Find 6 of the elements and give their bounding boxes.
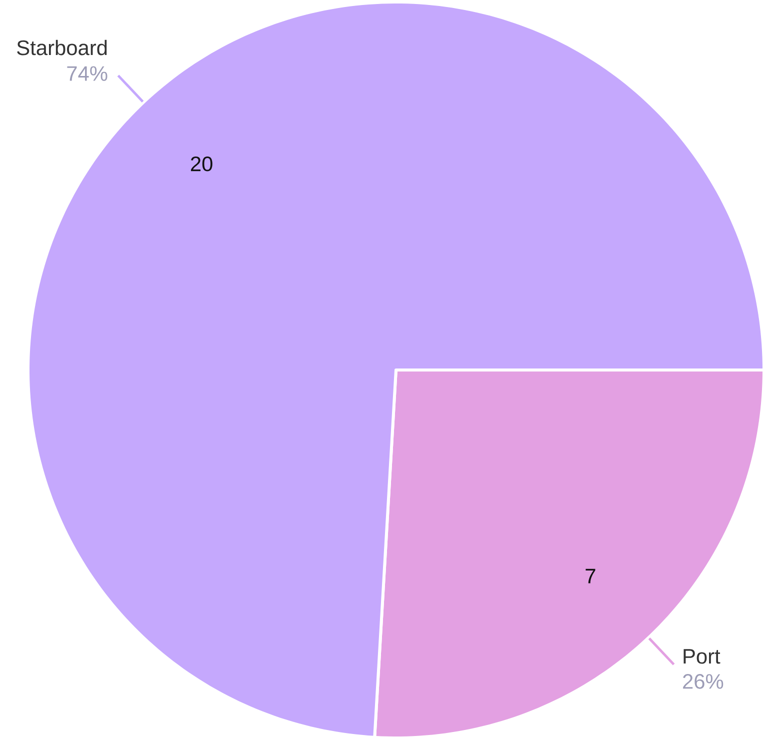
text: 26% [683,674,724,689]
data-label: 20 [190,156,212,172]
slice-label: Port [684,649,720,664]
data-label: 7 [586,568,596,584]
text: 74% [67,66,108,81]
slice-label: Starboard [17,40,107,56]
